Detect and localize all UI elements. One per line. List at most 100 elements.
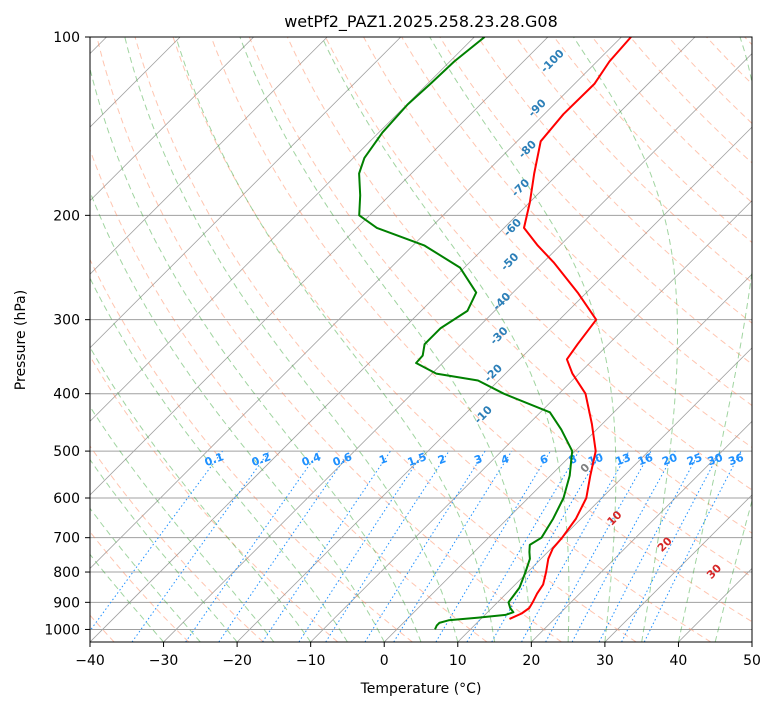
line-label: 0.4 [300, 450, 323, 469]
y-tick-label: 600 [53, 491, 80, 507]
line-label: -80 [516, 138, 539, 161]
moist-adiabat-line [573, 37, 678, 642]
moist-adiabat-line [90, 66, 422, 642]
mixing-ratio-line [131, 450, 270, 642]
sounding-profiles [358, 37, 632, 630]
dry-adiabat-line [90, 258, 413, 642]
moist-adiabat-lines [90, 37, 752, 642]
moist-adiabat-line [90, 507, 201, 642]
x-tick-label: −30 [149, 653, 179, 669]
dry-adiabat-line [363, 37, 752, 449]
mixing-ratio-line [364, 450, 486, 642]
line-label: -90 [526, 96, 549, 119]
line-label: 0.2 [250, 450, 273, 469]
x-axis-ticks: −40 −30 −20 −10 0 10 20 30 40 50 [75, 642, 761, 669]
dry-adiabat-line [248, 37, 752, 578]
dry-adiabat-line [706, 37, 752, 85]
line-label: 2 [436, 452, 448, 467]
moist-adiabat-line [90, 346, 312, 642]
x-tick-label: −20 [222, 653, 252, 669]
dewpoint-profile-line [358, 37, 574, 630]
dry-adiabat-line [134, 37, 637, 642]
isotherm-line [310, 200, 752, 642]
x-tick-label: −10 [296, 653, 326, 669]
line-label: 0.1 [203, 450, 226, 469]
x-tick-label: 10 [449, 653, 467, 669]
mixing-ratio-line [218, 450, 351, 642]
line-label: 36 [727, 451, 746, 469]
line-label: 10 [605, 508, 625, 528]
isotherm-line [90, 37, 696, 642]
line-label: 30 [704, 561, 724, 581]
x-tick-label: 0 [380, 653, 389, 669]
y-axis-label: Pressure (hPa) [13, 290, 29, 390]
mixing-ratio-line [298, 450, 425, 642]
y-tick-label: 400 [53, 387, 80, 403]
temperature-profile-line [509, 37, 632, 620]
line-label: -60 [501, 216, 524, 239]
mixing-ratio-line [90, 450, 223, 632]
dry-adiabat-line [668, 37, 752, 125]
moist-adiabat-line [90, 458, 238, 642]
line-label: 40 [756, 586, 775, 606]
moist-adiabat-line [175, 37, 496, 642]
line-label: 3 [472, 452, 484, 467]
moist-adiabat-line [677, 37, 752, 642]
line-label: -50 [498, 250, 521, 273]
line-label: 1 [377, 452, 389, 467]
plot-frame [89, 36, 753, 643]
dry-adiabat-line [90, 148, 488, 642]
y-axis-ticks: 1000 900 800 700 600 500 400 300 200 100 [44, 30, 90, 638]
line-label: 25 [685, 451, 704, 468]
dry-adiabat-line [325, 37, 752, 491]
y-tick-label: 100 [53, 30, 80, 46]
line-label: 20 [660, 451, 679, 469]
isotherm-line [678, 567, 752, 642]
line-label: 30 [706, 451, 725, 469]
mixing-ratio-lines [90, 450, 742, 642]
y-tick-label: 500 [53, 444, 80, 460]
dry-adiabat-line [90, 355, 339, 642]
dry-adiabat-line [591, 37, 752, 204]
line-label: 6 [538, 452, 550, 467]
mixing-ratio-line [393, 450, 513, 642]
moist-adiabat-line [321, 37, 570, 642]
x-axis-label: Temperature (°C) [360, 681, 482, 697]
isotherm-line [383, 273, 752, 642]
dry-adiabat-line [210, 37, 752, 623]
y-tick-label: 800 [53, 565, 80, 581]
y-tick-label: 900 [53, 595, 80, 611]
dry-adiabat-line [96, 37, 562, 642]
chart-title: wetPf2_PAZ1.2025.258.23.28.G08 [284, 12, 558, 32]
mixing-ratio-line [435, 450, 551, 642]
background-line-labels: -100-90-80-70-60-50-40-30-20-100.1 0.2 0.4… [203, 47, 775, 606]
line-label: -100 [538, 47, 567, 76]
dry-adiabat-line [90, 445, 264, 642]
isotherm-line [90, 37, 622, 570]
dry-adiabat-line [629, 37, 752, 164]
mixing-ratio-line [185, 450, 320, 642]
dry-adiabat-line [744, 37, 752, 46]
mixing-ratio-line [491, 450, 603, 642]
line-label: 4 [499, 452, 511, 467]
isotherm-line [751, 641, 752, 642]
line-label: -10 [472, 403, 495, 426]
moist-adiabat-line [90, 553, 164, 642]
isotherm-line [236, 126, 752, 642]
isotherm-line [90, 37, 328, 275]
mixing-ratio-line [571, 450, 676, 642]
dry-adiabat-line [401, 37, 752, 407]
line-label: 1.5 [406, 450, 429, 469]
dry-adiabat-lines [90, 37, 752, 642]
y-tick-label: 200 [53, 208, 80, 224]
dry-adiabat-line [515, 37, 752, 284]
isotherm-lines [90, 37, 752, 642]
line-label: 13 [614, 451, 633, 468]
x-tick-label: 40 [670, 653, 688, 669]
dry-adiabat-line [172, 37, 712, 642]
mixing-ratio-line [521, 450, 630, 642]
x-tick-label: 50 [743, 653, 761, 669]
mixing-ratio-line [598, 450, 701, 642]
isotherm-line [457, 347, 752, 642]
